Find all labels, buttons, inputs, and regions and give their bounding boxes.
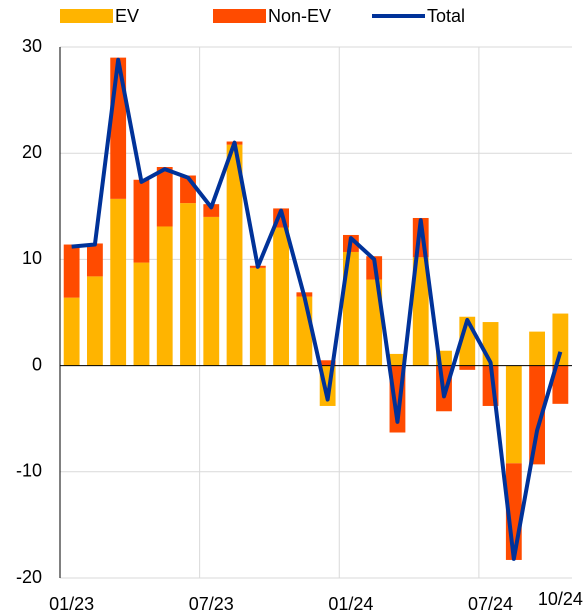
legend-swatch — [60, 9, 113, 23]
y-tick-label: 20 — [22, 142, 42, 162]
legend-label: Total — [427, 6, 465, 26]
bar — [203, 204, 220, 217]
bar — [529, 331, 546, 366]
x-tick-label: 10/24 — [538, 589, 583, 609]
legend-label: EV — [115, 6, 139, 26]
bar — [63, 244, 80, 298]
bar — [86, 243, 103, 277]
bar — [249, 267, 266, 366]
bar — [389, 353, 406, 366]
y-tick-label: 10 — [22, 248, 42, 268]
bar — [319, 360, 336, 366]
bar — [203, 216, 220, 366]
bar — [459, 365, 476, 370]
y-tick-label: 30 — [22, 36, 42, 56]
bar — [529, 365, 546, 465]
line — [71, 57, 563, 561]
y-tick-label: 0 — [32, 354, 42, 374]
bar — [226, 144, 243, 366]
x-tick-label: 01/23 — [49, 594, 94, 614]
bar — [180, 203, 196, 366]
bar — [86, 276, 103, 366]
bar — [63, 297, 80, 366]
bar — [133, 179, 150, 263]
bar — [505, 365, 522, 464]
bar — [156, 167, 173, 227]
x-tick-label: 07/24 — [468, 594, 513, 614]
y-tick-label: -10 — [16, 461, 42, 481]
bar — [133, 262, 150, 366]
x-tick-label: 01/24 — [328, 594, 373, 614]
bar — [552, 365, 569, 404]
bar — [342, 251, 359, 366]
y-tick-label: -20 — [16, 567, 42, 587]
bar — [412, 257, 429, 366]
bar — [110, 198, 127, 366]
legend-label: Non-EV — [268, 6, 331, 26]
x-tick-label: 07/23 — [189, 594, 234, 614]
bar — [156, 226, 173, 366]
bar — [273, 227, 290, 366]
bar — [552, 313, 569, 366]
bar — [296, 296, 313, 366]
legend-swatch — [213, 9, 266, 23]
